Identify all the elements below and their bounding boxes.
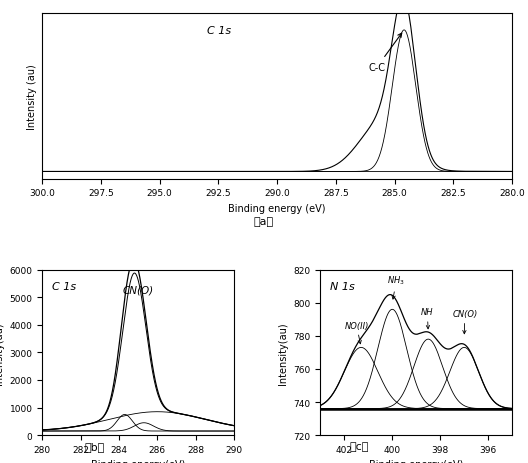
Text: C-C: C-C: [369, 34, 402, 72]
Text: C 1s: C 1s: [207, 26, 231, 36]
Text: （b）: （b）: [85, 441, 105, 451]
X-axis label: Binding energy(eV): Binding energy(eV): [91, 459, 185, 463]
Y-axis label: Intensity(au): Intensity(au): [278, 321, 288, 384]
Text: NH: NH: [421, 307, 433, 329]
Text: NH$_3$: NH$_3$: [388, 274, 406, 300]
X-axis label: Binding energy (eV): Binding energy (eV): [229, 203, 326, 213]
Text: N 1s: N 1s: [330, 282, 355, 292]
Text: CN(O): CN(O): [452, 309, 477, 334]
Text: C 1s: C 1s: [52, 282, 76, 292]
Y-axis label: Intensity (au): Intensity (au): [27, 64, 36, 129]
X-axis label: Binding energy(eV): Binding energy(eV): [369, 459, 464, 463]
Y-axis label: Intensity(au): Intensity(au): [0, 321, 4, 384]
Text: （a）: （a）: [254, 217, 274, 226]
Text: NO(II): NO(II): [344, 321, 369, 344]
Text: （c）: （c）: [350, 441, 369, 451]
Text: CN(O): CN(O): [123, 285, 154, 295]
